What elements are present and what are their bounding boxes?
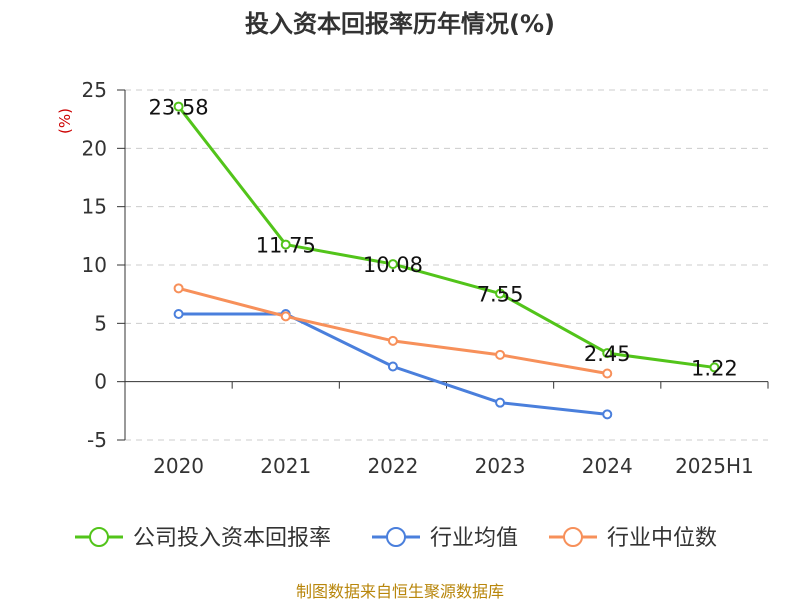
data-point (173, 101, 184, 112)
data-label: 2.45 (584, 342, 631, 366)
data-point (495, 397, 506, 408)
data-point (387, 335, 398, 346)
data-point (709, 362, 720, 373)
data-point (173, 309, 184, 319)
series-layer (173, 101, 720, 420)
x-tick-label: 2022 (367, 454, 418, 478)
y-tick-label: 25 (82, 78, 107, 102)
data-point (495, 349, 506, 360)
y-tick-label: -5 (87, 428, 107, 452)
data-point (495, 288, 506, 299)
data-point (280, 239, 291, 250)
data-point (387, 361, 398, 372)
source-note: 制图数据来自恒生聚源数据库 (295, 582, 504, 601)
x-tick-label: 2021 (260, 454, 311, 478)
series-line (177, 105, 715, 369)
legend-marker (563, 527, 583, 547)
y-tick-label: 5 (94, 311, 107, 335)
data-label: 11.75 (256, 234, 316, 258)
y-tick-label: 0 (94, 370, 107, 394)
axis-layer: 25 20 15 10 5 0 -5 2020 2021 2022 2023 2024 2025H1 (82, 78, 769, 478)
data-label: 10.08 (363, 253, 423, 277)
grid-layer (125, 89, 768, 441)
y-tick-label: 15 (82, 195, 107, 219)
y-tick-label: 10 (82, 253, 107, 277)
data-point (173, 283, 184, 294)
series-line (178, 286, 608, 375)
legend-label: 行业均值 (430, 526, 518, 551)
data-point (602, 409, 613, 420)
data-label: 1.22 (691, 356, 738, 380)
data-point (602, 348, 613, 359)
chart-title: 投入资本回报率历年情况(%) (245, 10, 555, 38)
legend: 公司投入资本回报率 行业均值 行业中位数 (75, 526, 717, 551)
legend-marker (89, 527, 109, 547)
y-tick-label: 20 (82, 136, 107, 160)
legend-label: 公司投入资本回报率 (133, 526, 331, 551)
x-tick-label: 2025H1 (675, 454, 754, 478)
x-tick-label: 2024 (582, 454, 633, 478)
data-point (280, 311, 291, 322)
legend-label: 行业中位数 (607, 526, 717, 551)
legend-marker (386, 527, 406, 547)
data-label-layer: 23.58 11.75 10.08 7.55 2.45 1.22 (149, 96, 738, 381)
data-point (602, 368, 613, 379)
x-tick-label: 2020 (153, 454, 204, 478)
data-point (387, 259, 398, 270)
x-tick-label: 2023 (475, 454, 526, 478)
data-label: 7.55 (477, 283, 524, 307)
data-label: 23.58 (149, 96, 209, 120)
